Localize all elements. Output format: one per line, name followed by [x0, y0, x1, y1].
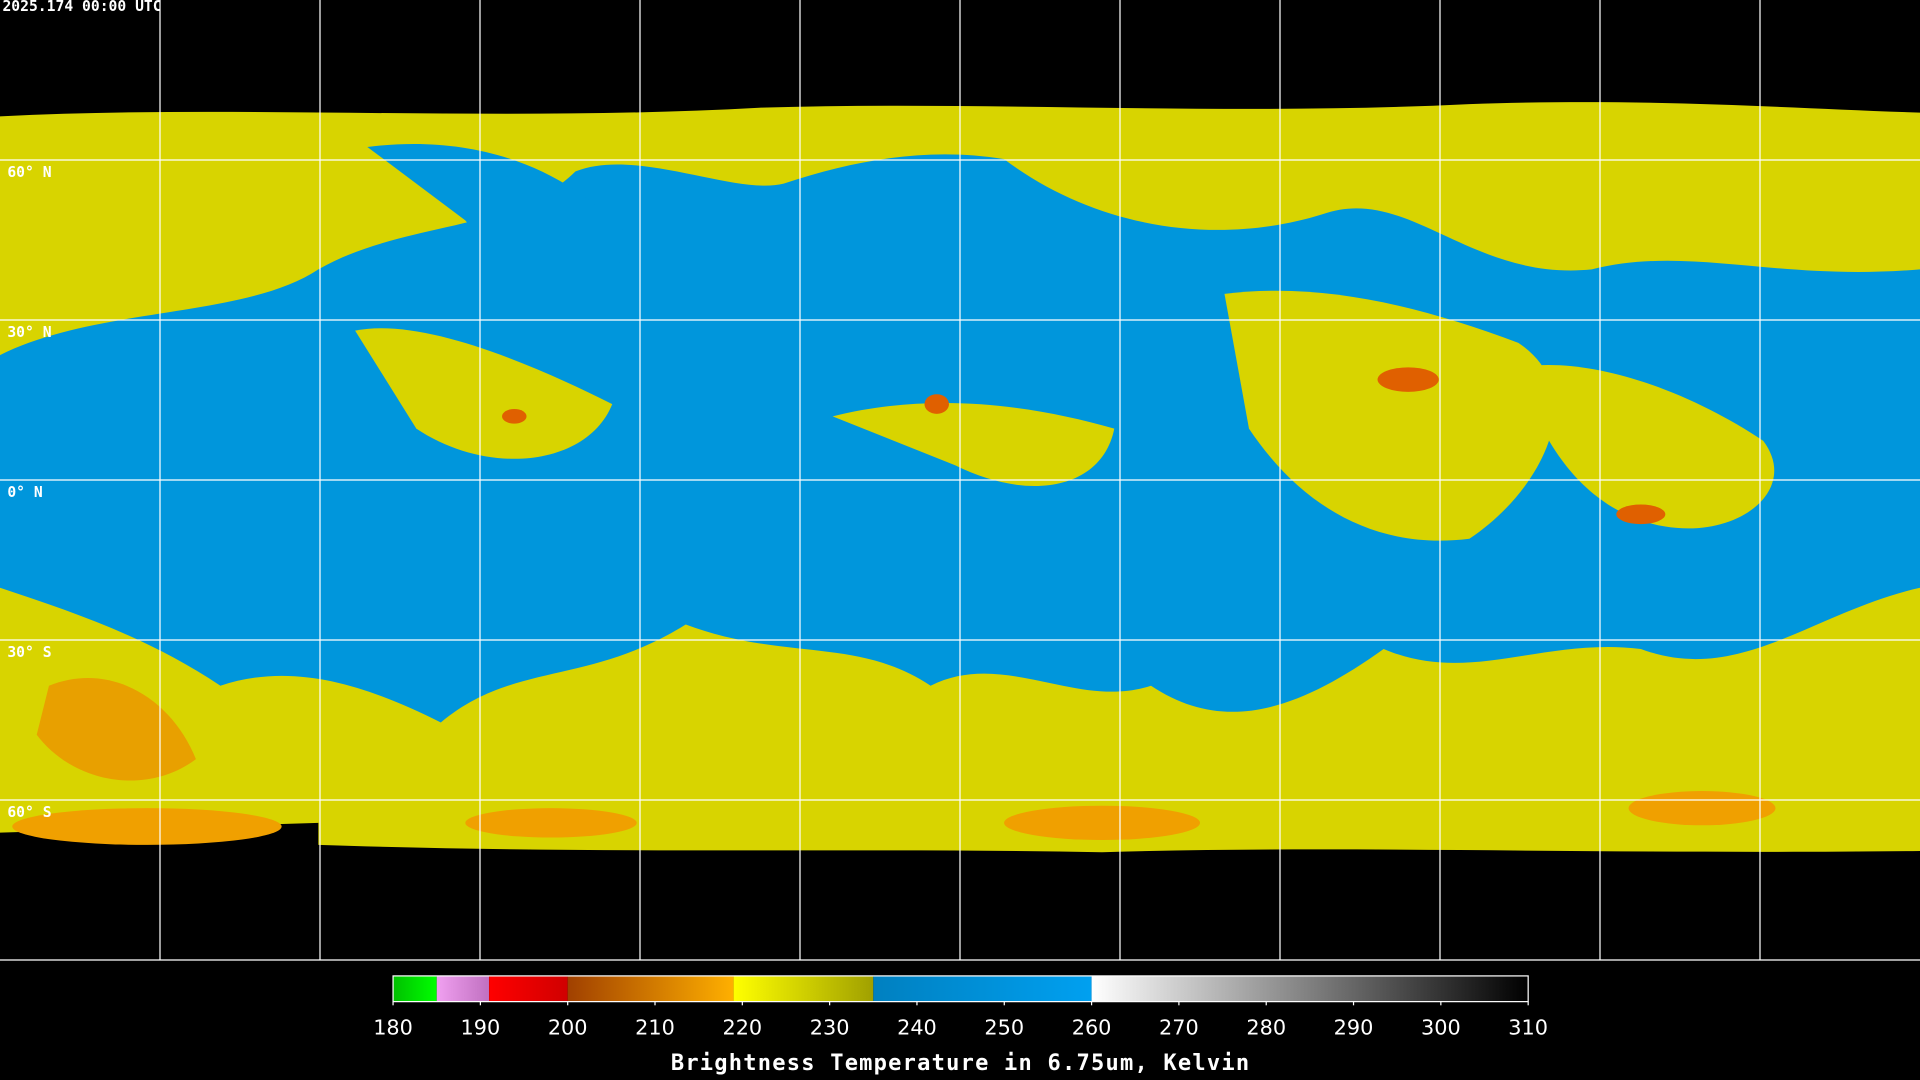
- latitude-label: 0° N: [7, 484, 42, 501]
- colorbar-segment: [1091, 975, 1529, 1002]
- colorbar-segment: [873, 975, 1092, 1002]
- colorbar-segment: [436, 975, 490, 1002]
- colorbar-tick-label: 220: [722, 1016, 762, 1040]
- colorbar-segment: [567, 975, 734, 1002]
- graticule: [0, 0, 1920, 961]
- latitude-label: 60° N: [7, 164, 51, 181]
- colorbar-title: Brightness Temperature in 6.75um, Kelvin: [671, 1051, 1251, 1076]
- latitude-label: 30° S: [7, 644, 51, 661]
- colorbar-tick-label: 180: [373, 1016, 413, 1040]
- colorbar-tick-label: 260: [1072, 1016, 1112, 1040]
- colorbar-tick-label: 270: [1159, 1016, 1199, 1040]
- colorbar-tick-label: 310: [1508, 1016, 1548, 1040]
- colorbar-frame: [392, 975, 1529, 1003]
- colorbar-tick-label: 290: [1334, 1016, 1374, 1040]
- timestamp: 2025.174 00:00 UTC: [2, 0, 161, 15]
- colorbar-segment: [489, 975, 568, 1002]
- colorbar-tick-label: 210: [635, 1016, 675, 1040]
- colorbar-tick-label: 200: [548, 1016, 588, 1040]
- colorbar-segment: [733, 975, 874, 1002]
- latitude-label: 60° S: [7, 804, 51, 821]
- colorbar-segment: [393, 975, 437, 1002]
- colorbar-tick-label: 250: [984, 1016, 1024, 1040]
- latitude-label: 30° N: [7, 324, 51, 341]
- colorbar-tick-label: 190: [461, 1016, 501, 1040]
- colorbar-tick-label: 280: [1246, 1016, 1286, 1040]
- colorbar-tick-label: 230: [810, 1016, 850, 1040]
- colorbar-tick-label: 300: [1421, 1016, 1461, 1040]
- colorbar-tick-label: 240: [897, 1016, 937, 1040]
